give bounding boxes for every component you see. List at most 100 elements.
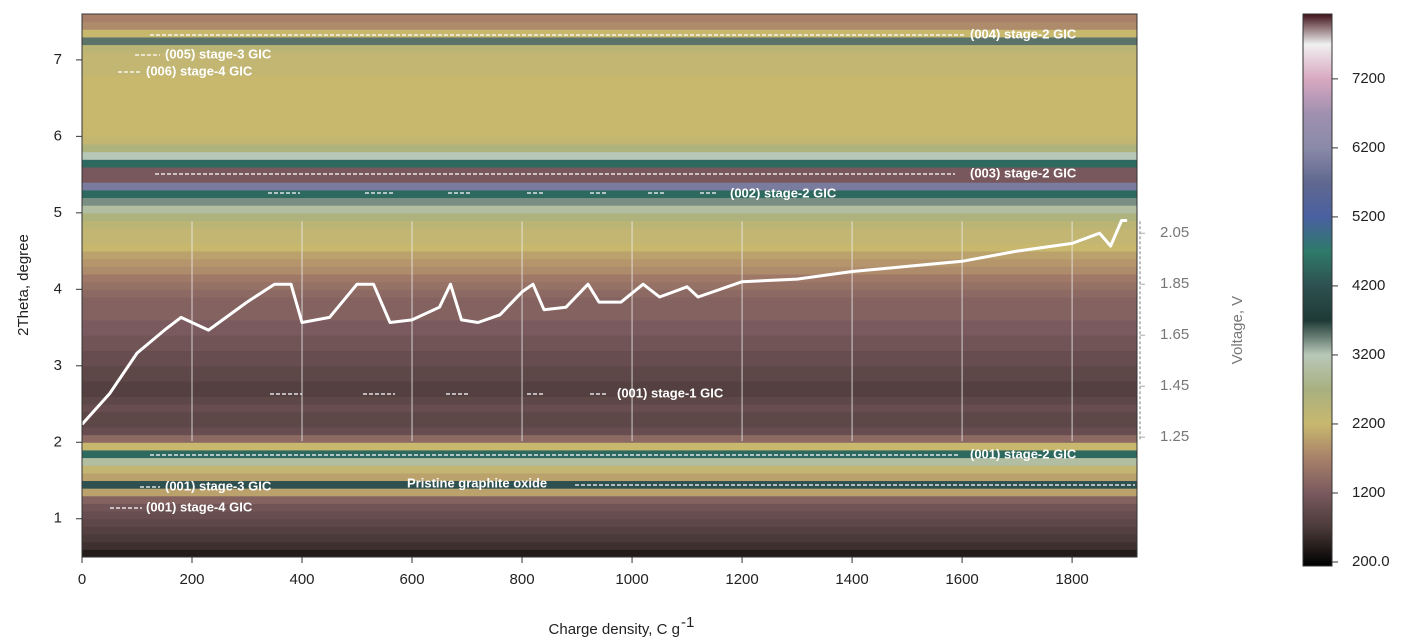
heatmap-cell	[82, 480, 1137, 489]
heatmap-cell	[82, 373, 1137, 382]
y-tick-label: 2	[54, 433, 62, 450]
annotation: (003) stage-2 GIC	[970, 165, 1077, 180]
heatmap-cell	[82, 159, 1137, 168]
heatmap-cell	[82, 442, 1137, 451]
heatmap-cell	[82, 136, 1137, 145]
annotation: (001) stage-4 GIC	[146, 499, 253, 514]
heatmap-cell	[82, 457, 1137, 466]
heatmap-cell	[82, 212, 1137, 221]
colorbar-tick-label: 3200	[1352, 346, 1385, 363]
x-tick-label: 1200	[725, 571, 758, 588]
heatmap-cell	[82, 90, 1137, 99]
heatmap-cell	[82, 98, 1137, 107]
heatmap-cell	[82, 381, 1137, 390]
y2-tick-label: 2.05	[1160, 224, 1189, 241]
colorbar-tick-label: 5200	[1352, 208, 1385, 225]
heatmap-cell	[82, 105, 1137, 114]
heatmap-cell	[82, 388, 1137, 397]
heatmap-cell	[82, 182, 1137, 191]
annotation: (006) stage-4 GIC	[146, 63, 253, 78]
heatmap-cell	[82, 434, 1137, 443]
heatmap-cell	[82, 59, 1137, 69]
heatmap-cell	[82, 350, 1137, 359]
heatmap-cell	[82, 166, 1137, 176]
x-tick-label: 1600	[945, 571, 978, 588]
x-axis-label-superscript: -1	[681, 614, 694, 631]
y-tick-label: 3	[54, 357, 62, 374]
y-tick-label: 4	[54, 280, 62, 297]
y-tick-label: 6	[54, 127, 62, 144]
heatmap-cell	[82, 503, 1137, 512]
heatmap-cell	[82, 549, 1137, 558]
heatmap-cell	[82, 526, 1137, 535]
heatmap-cell	[82, 220, 1137, 229]
heatmap-cell	[82, 426, 1137, 436]
heatmap-cell	[82, 488, 1137, 497]
heatmap-cell	[82, 67, 1137, 76]
heatmap-cell	[82, 113, 1137, 122]
x-tick-label: 600	[400, 571, 425, 588]
heatmap-cell	[82, 396, 1137, 405]
heatmap-cell	[82, 266, 1137, 275]
heatmap-cell	[82, 419, 1137, 428]
colorbar-tick-label: 200.0	[1352, 553, 1390, 570]
heatmap-cell	[82, 243, 1137, 252]
colorbar-tick-label: 2200	[1352, 415, 1385, 432]
heatmap-cell	[82, 274, 1137, 283]
heatmap-cell	[82, 449, 1137, 459]
heatmap-cell	[82, 21, 1137, 30]
x-axis-label: Charge density, C g	[549, 621, 680, 638]
heatmap-cell	[82, 304, 1137, 313]
heatmap-cell	[82, 281, 1137, 290]
annotation: (001) stage-3 GIC	[165, 478, 272, 493]
heatmap-cell	[82, 541, 1137, 550]
colorbar-tick-label: 6200	[1352, 139, 1385, 156]
y-tick-label: 1	[54, 510, 62, 527]
heatmap-cell	[82, 465, 1137, 474]
x-tick-label: 400	[290, 571, 315, 588]
heatmap-cell	[82, 411, 1137, 420]
y-axis-label: 2Theta, degree	[15, 234, 32, 336]
heatmap-cell	[82, 358, 1137, 367]
y-tick-label: 5	[54, 204, 62, 221]
heatmap-cell	[82, 365, 1137, 374]
heatmap-cell	[82, 251, 1137, 260]
heatmap-cell	[82, 495, 1137, 504]
colorbar-tick-label: 4200	[1352, 277, 1385, 294]
heatmap-cell	[82, 319, 1137, 329]
heatmap-cell	[82, 335, 1137, 344]
annotation: (002) stage-2 GIC	[730, 185, 837, 200]
heatmap-cell	[82, 44, 1137, 53]
heatmap-cell	[82, 121, 1137, 130]
heatmap-cell	[82, 312, 1137, 321]
annotation: (001) stage-1 GIC	[617, 385, 724, 400]
heatmap-cell	[82, 29, 1137, 38]
annotation: (004) stage-2 GIC	[970, 26, 1077, 41]
heatmap-cell	[82, 342, 1137, 352]
heatmap-cell	[82, 235, 1137, 244]
heatmap-cell	[82, 197, 1137, 206]
heatmap-cell	[82, 404, 1137, 413]
annotation: (005) stage-3 GIC	[165, 46, 272, 61]
x-tick-label: 1800	[1055, 571, 1088, 588]
y2-tick-label: 1.65	[1160, 326, 1189, 343]
heatmap-cell	[82, 289, 1137, 298]
y2-tick-label: 1.85	[1160, 275, 1189, 292]
heatmap-cell	[82, 75, 1137, 84]
heatmap-cell	[82, 534, 1137, 543]
heatmap-cell	[82, 52, 1137, 61]
x-tick-label: 200	[179, 571, 204, 588]
heatmap-cell	[82, 174, 1137, 183]
heatmap-cell	[82, 327, 1137, 336]
x-tick-label: 1000	[615, 571, 648, 588]
heatmap-cell	[82, 151, 1137, 160]
heatmap-cell	[82, 189, 1137, 199]
x-tick-label: 0	[78, 571, 86, 588]
x-tick-label: 1400	[835, 571, 868, 588]
y2-axis-label: Voltage, V	[1229, 296, 1246, 364]
y2-tick-label: 1.25	[1160, 428, 1189, 445]
voltage-line	[80, 219, 1128, 426]
heatmap-cell	[82, 14, 1137, 23]
